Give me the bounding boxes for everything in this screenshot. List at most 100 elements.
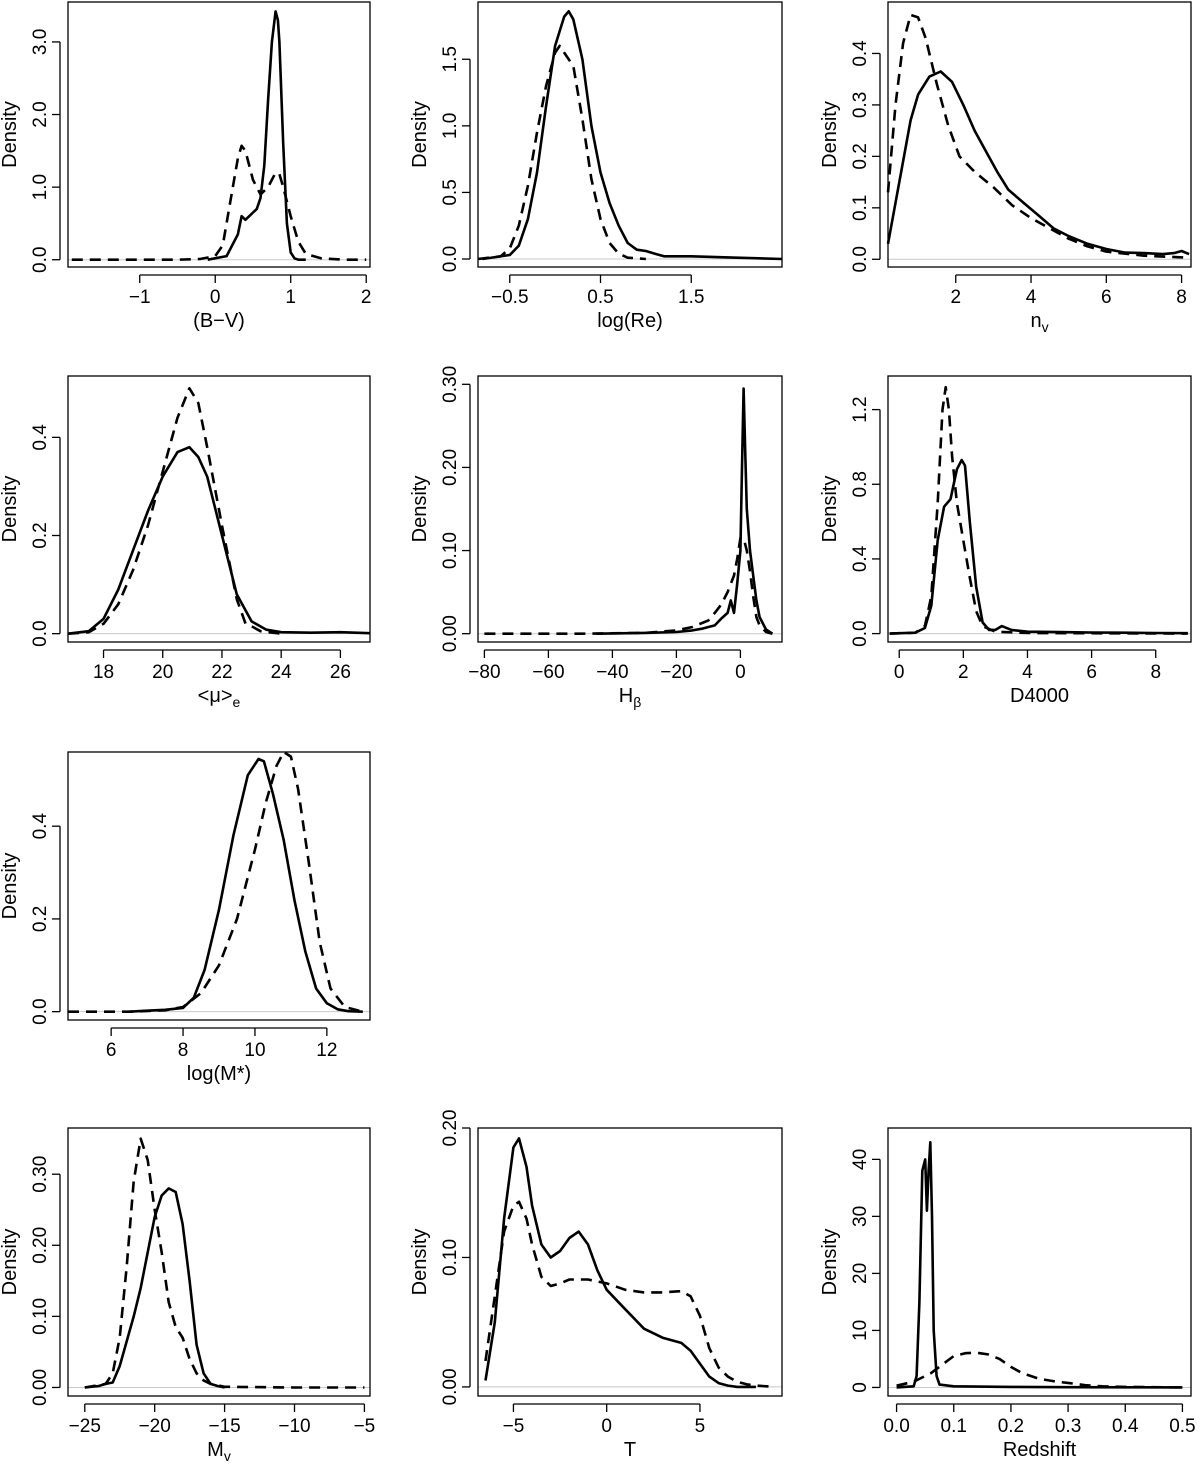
x-tick-label: 2 <box>361 287 372 308</box>
density-panel-10: 0.0 0.1 0.2 0.3 0.4 0.5 0 10 20 30 40 Redshift Densi… <box>819 1127 1196 1461</box>
y-tick-label: 0.0 <box>30 620 51 646</box>
plot-frame <box>887 375 1192 643</box>
y-tick-label: 10 <box>850 1320 871 1341</box>
y-tick-label: 0.2 <box>850 143 871 169</box>
x-tick-label: 10 <box>244 1040 265 1061</box>
plot-frame <box>477 1127 783 1397</box>
density-panel-1: −1 0 1 2 0.0 1.0 2.0 3.0 (B−V) Density <box>0 1 372 332</box>
solid-density-curve <box>484 1137 756 1389</box>
x-tick-label: −60 <box>532 662 564 683</box>
plot-frame <box>887 1 1192 268</box>
x-tick-label: 0.2 <box>998 1416 1024 1437</box>
x-tick-label: 0.5 <box>587 287 613 308</box>
x-tick-label: 0.5 <box>1169 1416 1195 1437</box>
y-axis-label: Density <box>0 1229 21 1296</box>
density-panel-9: −5 0 5 0.00 0.10 0.20 T Density <box>409 1110 783 1461</box>
dashed-density-curve <box>484 1200 775 1389</box>
solid-density-curve <box>207 10 306 261</box>
dashed-density-curve <box>477 44 646 261</box>
x-tick-label: −5 <box>503 1416 525 1437</box>
solid-density-curve <box>67 445 371 635</box>
x-tick-label: −80 <box>468 662 500 683</box>
y-tick-label: 1.0 <box>30 174 51 200</box>
y-tick-label: 0.20 <box>30 1227 51 1264</box>
dashed-density-curve <box>484 536 773 635</box>
y-axis-label: Density <box>0 476 21 543</box>
x-axis-label: Redshift <box>1003 1439 1077 1461</box>
x-tick-label: 8 <box>178 1040 189 1061</box>
y-tick-label: 0.20 <box>440 449 461 486</box>
y-tick-label: 0.00 <box>440 1368 461 1405</box>
y-tick-label: 2.0 <box>30 101 51 127</box>
density-panel-2: −0.5 0.5 1.5 0.0 0.5 1.0 1.5 log(Re) Density <box>409 1 783 332</box>
y-tick-label: 40 <box>850 1149 871 1170</box>
plot-frame <box>67 375 371 643</box>
dashed-density-curve <box>886 13 1190 259</box>
y-axis-label: Density <box>409 1229 431 1296</box>
dashed-density-curve <box>71 144 367 261</box>
y-tick-label: 0.5 <box>440 179 461 205</box>
x-tick-label: −40 <box>596 662 628 683</box>
x-tick-label: −5 <box>354 1416 376 1437</box>
x-axis-label: nv <box>1030 310 1048 335</box>
x-tick-label: 0 <box>735 662 746 683</box>
x-tick-label: 0 <box>210 287 221 308</box>
y-tick-label: 0.0 <box>440 246 461 272</box>
y-tick-label: 20 <box>850 1263 871 1284</box>
y-tick-label: 0.10 <box>440 1239 461 1276</box>
solid-density-curve <box>896 1141 1183 1389</box>
x-tick-label: 2 <box>950 287 961 308</box>
plot-frame <box>67 751 371 1021</box>
y-axis-label: Density <box>409 476 431 543</box>
x-axis-label: log(Re) <box>597 310 663 332</box>
x-tick-label: −25 <box>69 1416 101 1437</box>
x-axis-label: T <box>624 1439 636 1461</box>
density-panel-8: −25 −20 −15 −10 −5 0.00 0.10 0.20 0.30 Mv Density <box>0 1127 376 1464</box>
y-axis-label: Density <box>409 101 431 168</box>
y-axis-label: Density <box>0 101 21 168</box>
x-axis-label: <μ>e <box>198 685 241 710</box>
y-tick-label: 0.0 <box>850 246 871 272</box>
dashed-density-curve <box>67 387 282 635</box>
y-axis-label: Density <box>819 101 841 168</box>
dashed-density-curve <box>896 1351 1183 1389</box>
x-tick-label: 8 <box>1150 662 1161 683</box>
x-tick-label: 6 <box>106 1040 117 1061</box>
x-tick-label: 0.1 <box>941 1416 967 1437</box>
x-tick-label: 0 <box>601 1416 612 1437</box>
x-tick-label: 8 <box>1176 287 1187 308</box>
dashed-density-curve <box>68 750 364 1013</box>
y-tick-label: 3.0 <box>30 29 51 55</box>
density-panel-4: 18 20 22 24 26 0.0 0.2 0.4 <μ>e Density <box>0 375 371 710</box>
x-tick-label: 5 <box>695 1416 706 1437</box>
y-tick-label: 0.0 <box>30 247 51 273</box>
y-tick-label: 0.4 <box>30 424 51 451</box>
x-axis-label: Mv <box>207 1439 231 1464</box>
density-panel-6: 0 2 4 6 8 0.0 0.4 0.8 1.2 D4000 Density <box>819 375 1192 707</box>
y-tick-label: 30 <box>850 1206 871 1227</box>
y-tick-label: 0.2 <box>30 906 51 932</box>
x-tick-label: 20 <box>152 662 173 683</box>
solid-density-curve <box>886 70 1190 256</box>
y-tick-label: 0.00 <box>30 1369 51 1406</box>
x-axis-label: D4000 <box>1010 685 1069 707</box>
x-tick-label: 0.0 <box>883 1416 909 1437</box>
y-tick-label: 0.0 <box>850 620 871 646</box>
y-tick-label: 0 <box>850 1382 871 1393</box>
y-axis-label: Density <box>0 853 21 920</box>
x-tick-label: 0 <box>894 662 905 683</box>
x-tick-label: 4 <box>1022 662 1033 683</box>
x-axis-label: Hβ <box>619 685 642 710</box>
density-panel-7: 6 8 10 12 0.0 0.2 0.4 log(M*) Density <box>0 750 371 1085</box>
y-tick-label: 0.4 <box>850 545 871 572</box>
y-tick-label: 0.1 <box>850 195 871 221</box>
plot-frame <box>67 1 371 268</box>
solid-density-curve <box>889 458 1188 635</box>
x-tick-label: 26 <box>330 662 351 683</box>
plot-frame <box>477 1 783 268</box>
y-axis-label: Density <box>819 1229 841 1296</box>
y-tick-label: 1.0 <box>440 113 461 139</box>
y-tick-label: 0.4 <box>30 813 51 840</box>
y-tick-label: 0.00 <box>440 615 461 652</box>
y-tick-label: 0.10 <box>30 1298 51 1335</box>
